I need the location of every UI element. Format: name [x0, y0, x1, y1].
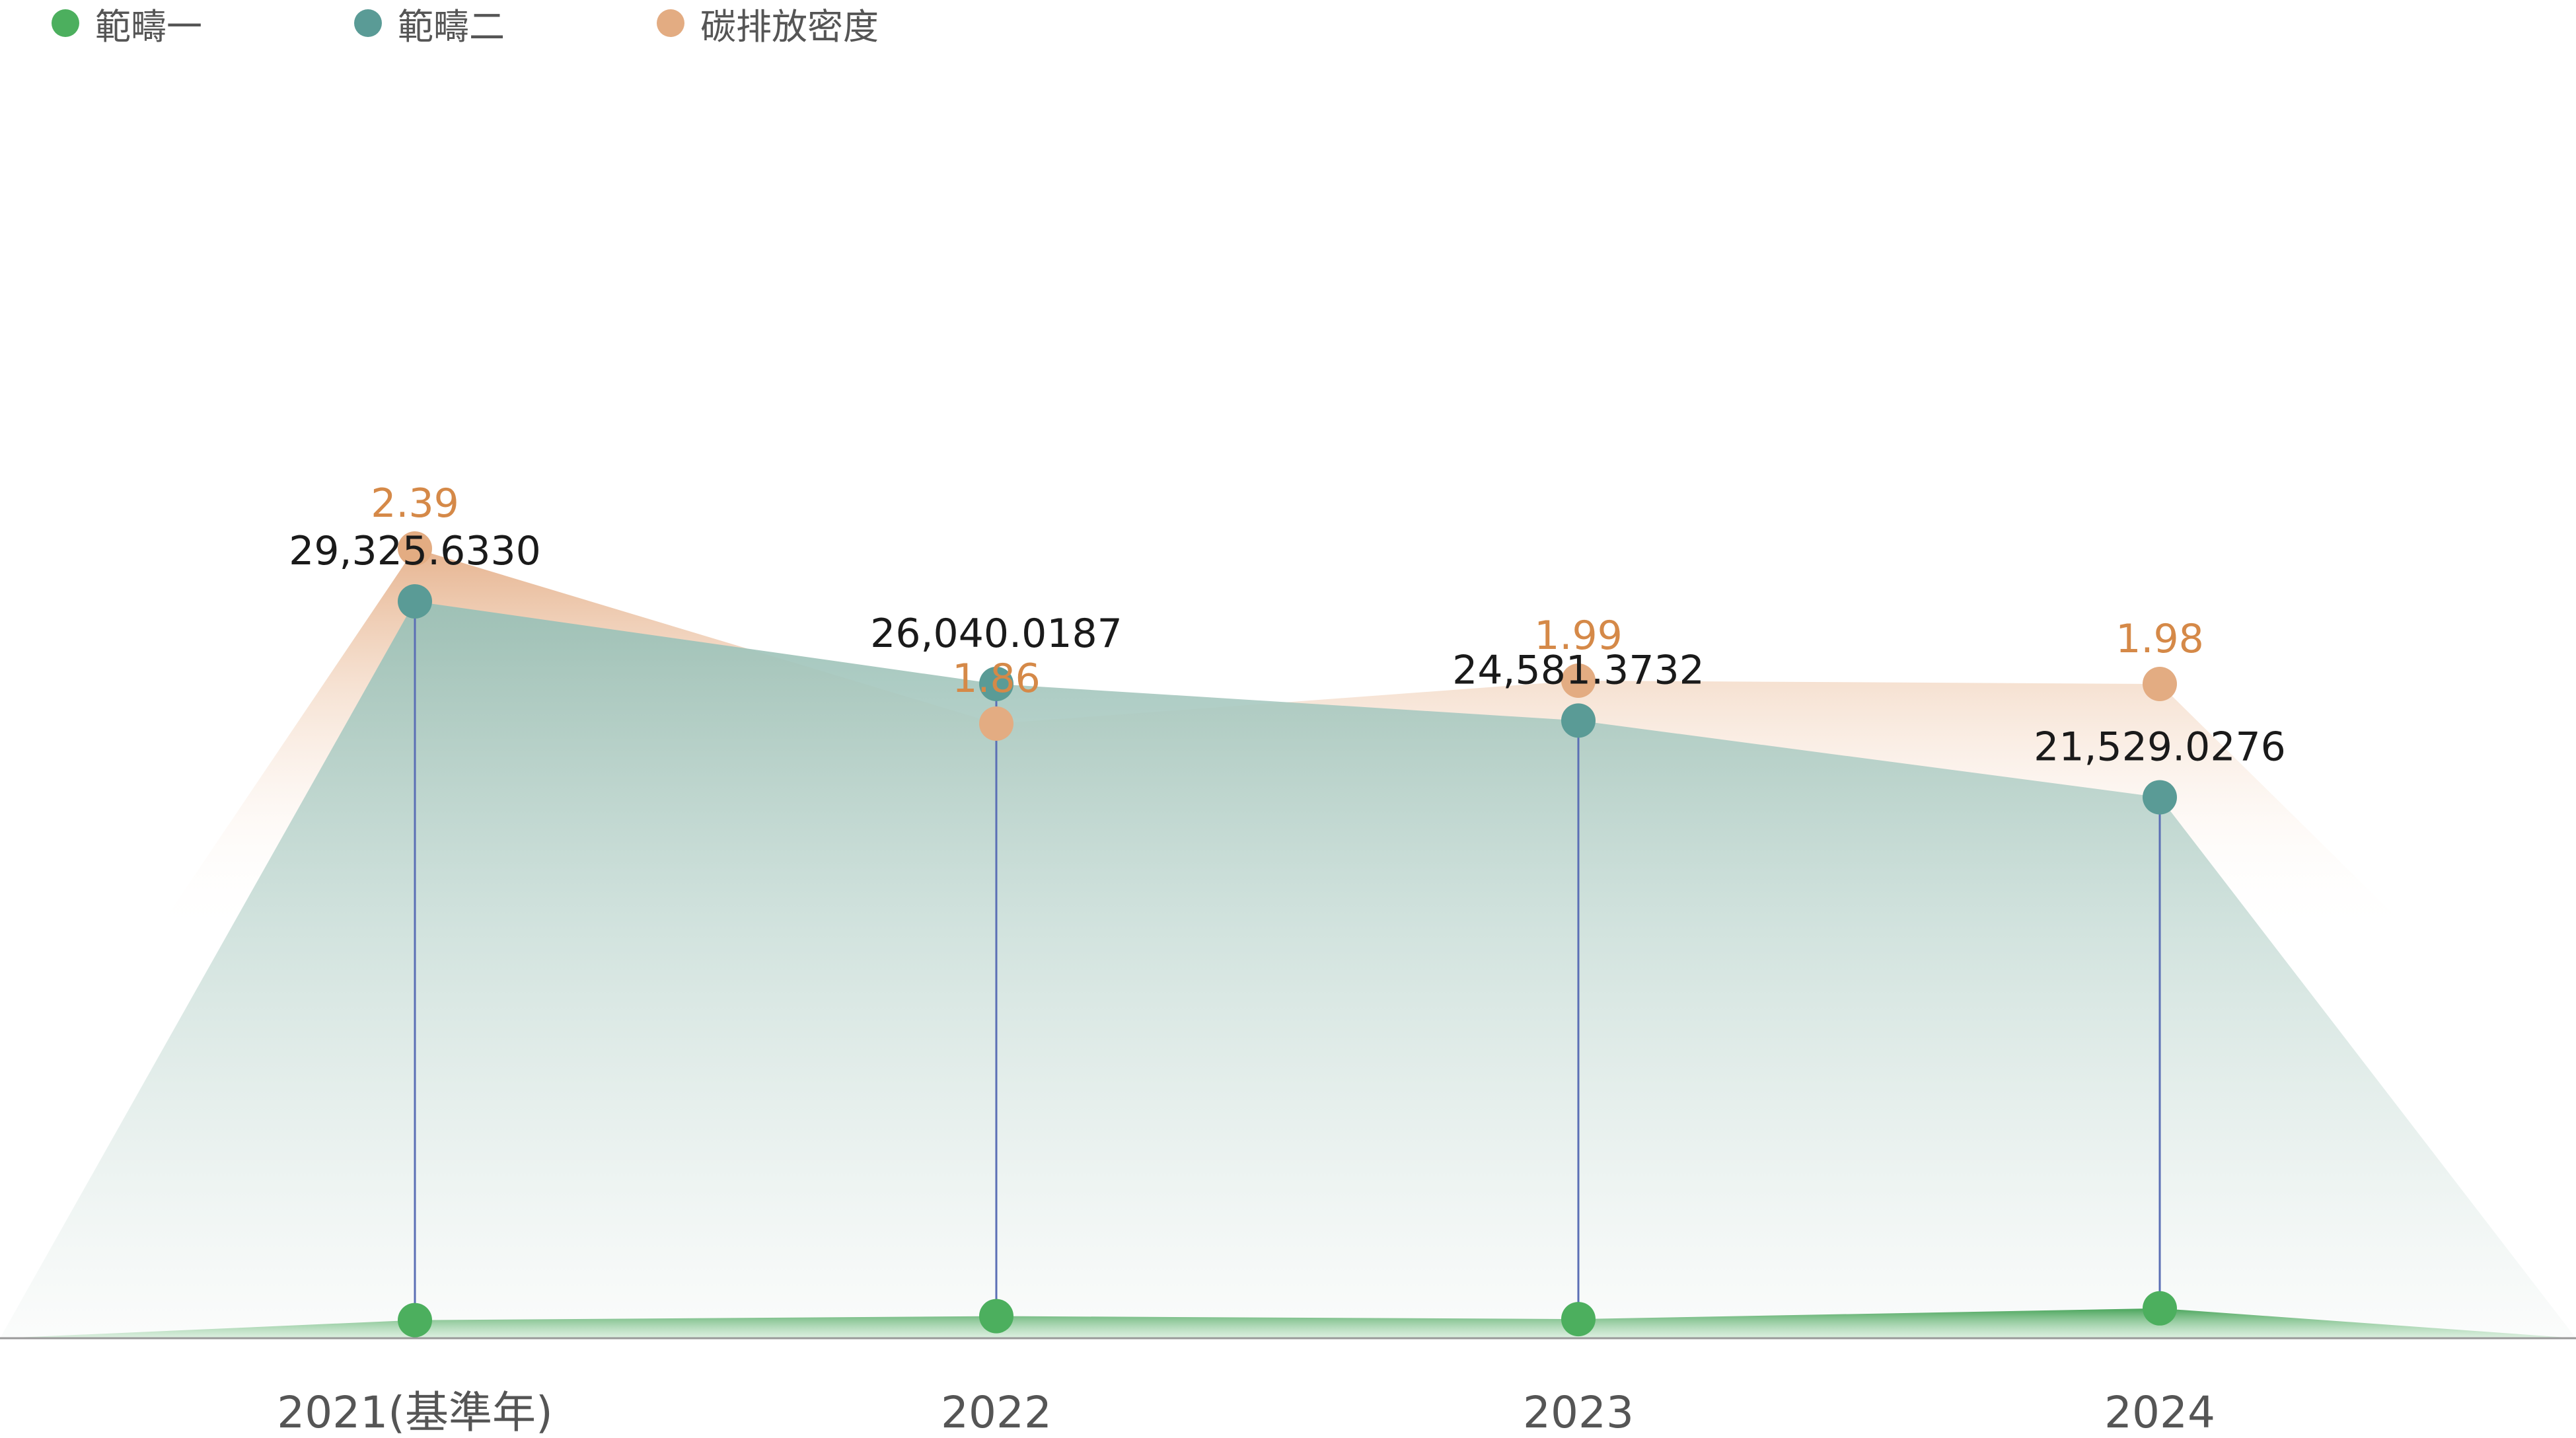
- x-tick-label: 2024: [2104, 1387, 2215, 1438]
- legend-label-scope2: 範疇二: [398, 5, 505, 48]
- area-scope1: [0, 1308, 2576, 1338]
- legend-dot-scope1: [52, 9, 79, 37]
- point-carbon-intensity: [979, 706, 1013, 741]
- x-tick-label: 2021(基準年): [277, 1387, 552, 1438]
- data-label-carbon-intensity: 1.99: [1534, 613, 1623, 659]
- legend-item-intensity: 碳排放密度: [657, 0, 879, 50]
- point-carbon-intensity: [2143, 667, 2177, 701]
- x-tick-label: 2022: [941, 1387, 1052, 1438]
- data-label-carbon-intensity: 1.98: [2116, 616, 2204, 662]
- data-label-scope2: 29,325.6330: [289, 528, 541, 574]
- legend-label-scope1: 範疇一: [95, 5, 202, 48]
- point-carbon-intensity: [398, 531, 432, 566]
- point-scope1: [2143, 1291, 2177, 1326]
- data-label-scope2: 24,581.3732: [1452, 647, 1705, 693]
- point-scope2: [1561, 703, 1596, 738]
- point-scope1: [398, 1303, 432, 1338]
- point-scope1: [979, 1299, 1013, 1334]
- data-label-carbon-intensity: 1.86: [952, 656, 1041, 702]
- legend-dot-scope2: [354, 9, 382, 37]
- point-scope2: [2143, 780, 2177, 815]
- point-scope2: [979, 666, 1013, 701]
- data-label-scope2: 26,040.0187: [870, 611, 1122, 657]
- data-label-carbon-intensity: 2.39: [371, 480, 459, 527]
- x-tick-label: 2023: [1523, 1387, 1634, 1438]
- legend-item-scope2: 範疇二: [354, 0, 505, 50]
- point-scope2: [398, 584, 432, 619]
- legend-dot-intensity: [657, 9, 684, 37]
- area-scope2: [0, 601, 2576, 1338]
- legend-label-intensity: 碳排放密度: [700, 5, 879, 48]
- legend: 範疇一 範疇二 碳排放密度: [52, 0, 1031, 48]
- point-carbon-intensity: [1561, 663, 1596, 698]
- data-label-scope2: 21,529.0276: [2034, 724, 2286, 770]
- legend-item-scope1: 範疇一: [52, 0, 202, 50]
- point-scope1: [1561, 1302, 1596, 1337]
